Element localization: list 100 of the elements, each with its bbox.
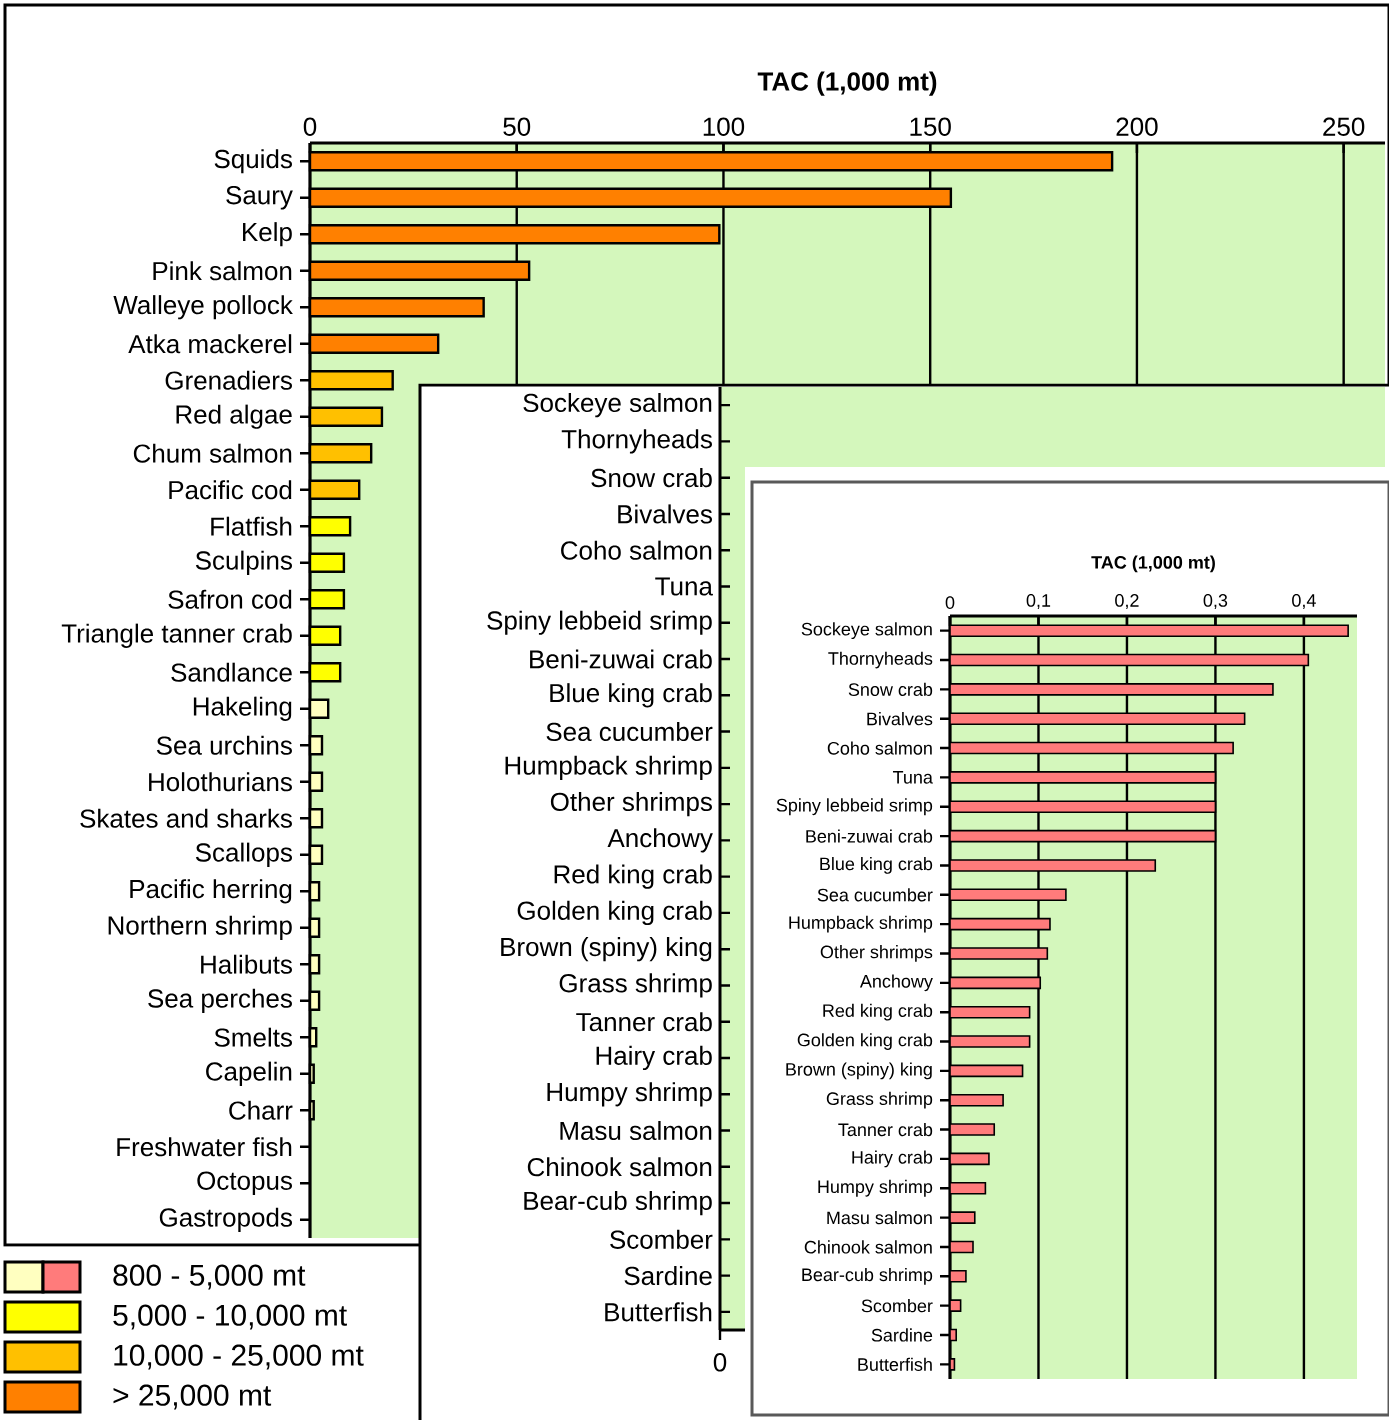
x-axis-title: TAC (1,000 mt) bbox=[757, 71, 937, 96]
category-label: Tuna bbox=[655, 577, 713, 596]
category-label: Red king crab bbox=[554, 864, 712, 889]
y-tick-label: Hairy crab bbox=[852, 1150, 933, 1168]
category-label: Brown (spiny) king bbox=[501, 937, 712, 962]
legend-label: 10,000 - 25,000 mt bbox=[114, 1344, 364, 1370]
category-label: Blue king crab bbox=[550, 683, 712, 708]
y-tick-label: Saury bbox=[226, 185, 293, 210]
y-tick-label: Sea perches bbox=[148, 988, 292, 1013]
y-tick-label: Coho salmon bbox=[827, 741, 932, 755]
category-label: Bivalves bbox=[618, 504, 712, 524]
category-label: Spiny lebbeid srimp bbox=[487, 610, 712, 635]
category-label: Beni-zuwai crab bbox=[530, 649, 712, 669]
category-label: Other shrimps bbox=[550, 791, 712, 817]
legend-label: > 25,000 mt bbox=[113, 1384, 272, 1410]
x-tick-label: 0 bbox=[303, 117, 317, 136]
category-label: Bear-cub shrimp bbox=[524, 1190, 712, 1216]
y-tick-label: Butterfish bbox=[858, 1357, 932, 1371]
y-tick-label: Red king crab bbox=[823, 1003, 933, 1021]
y-tick-label: Northern shrimp bbox=[108, 915, 292, 940]
y-tick-label: Grenadiers bbox=[165, 370, 292, 390]
legend-label: 800 - 5,000 mt bbox=[113, 1264, 306, 1290]
category-label: Grass shrimp bbox=[559, 973, 712, 998]
y-tick-label: Bivalves bbox=[867, 712, 933, 726]
x-tick-label: 150 bbox=[910, 117, 951, 136]
category-label: Butterfish bbox=[605, 1302, 712, 1322]
category-label: Coho salmon bbox=[561, 540, 712, 560]
category-label: Chinook salmon bbox=[527, 1157, 712, 1177]
category-label: Scomber bbox=[610, 1229, 713, 1249]
y-tick-label: Skates and sharks bbox=[80, 808, 292, 828]
y-tick-label: Snow crab bbox=[848, 682, 933, 696]
x-tick-label: 0,3 bbox=[1203, 594, 1228, 609]
y-tick-label: Sea urchins bbox=[156, 735, 292, 755]
y-tick-label: Pacific herring bbox=[130, 879, 292, 904]
x-tick-label: 50 bbox=[503, 117, 531, 136]
x-tick-label: 100 bbox=[703, 117, 745, 136]
category-label: Snow crab bbox=[591, 468, 712, 488]
y-tick-label: Sea cucumber bbox=[817, 888, 933, 902]
y-tick-label: Spiny lebbeid srimp bbox=[776, 798, 933, 816]
y-tick-label: Hakeling bbox=[193, 696, 292, 721]
x-tick-label: 0,1 bbox=[1026, 594, 1051, 609]
category-label: Sockeye salmon bbox=[523, 393, 712, 418]
x-axis-title: TAC (1,000 mt) bbox=[1091, 555, 1215, 573]
y-tick-label: Walleye pollock bbox=[113, 295, 293, 320]
y-tick-label: Brown (spiny) king bbox=[786, 1062, 932, 1080]
y-tick-label: Sandlance bbox=[171, 662, 292, 682]
x-tick-label: 0,4 bbox=[1292, 594, 1316, 609]
y-tick-label: Sculpins bbox=[195, 550, 292, 575]
y-tick-label: Safron cod bbox=[168, 589, 292, 609]
y-tick-label: Holothurians bbox=[149, 772, 292, 792]
category-label: Hairy crab bbox=[596, 1045, 712, 1071]
y-tick-label: Tanner crab bbox=[838, 1122, 933, 1137]
y-tick-label: Masu salmon bbox=[827, 1210, 932, 1225]
y-tick-label: Scomber bbox=[861, 1299, 933, 1313]
y-tick-label: Kelp bbox=[243, 222, 292, 247]
category-label: Tanner crab bbox=[576, 1012, 712, 1032]
y-tick-label: Sockeye salmon bbox=[801, 622, 932, 640]
y-tick-label: Flatfish bbox=[211, 516, 292, 536]
category-label: Masu salmon bbox=[560, 1120, 712, 1141]
category-label: Humpback shrimp bbox=[505, 755, 712, 780]
y-tick-label: Triangle tanner crab bbox=[61, 623, 292, 648]
y-tick-label: Pacific cod bbox=[169, 480, 292, 500]
y-tick-label: Sardine bbox=[871, 1328, 933, 1342]
y-tick-label: Tuna bbox=[892, 771, 933, 784]
y-tick-label: Humpy shrimp bbox=[818, 1179, 933, 1197]
category-label: Golden king crab bbox=[517, 900, 712, 926]
category-label: Anchowy bbox=[607, 828, 713, 853]
x-tick-label: 250 bbox=[1323, 117, 1365, 136]
y-tick-label: Scallops bbox=[195, 842, 292, 867]
x-tick-label: 0 bbox=[945, 596, 955, 609]
y-tick-label: Squids bbox=[214, 149, 292, 174]
y-tick-label: Smelts bbox=[214, 1027, 292, 1047]
category-label: Thornyheads bbox=[561, 429, 712, 454]
y-tick-label: Humpback shrimp bbox=[789, 915, 933, 933]
legend-label: 5,000 - 10,000 mt bbox=[113, 1304, 347, 1330]
y-tick-label: Bear-cub shrimp bbox=[802, 1267, 933, 1285]
y-tick-label: Thornyheads bbox=[828, 651, 933, 669]
category-label: Sardine bbox=[624, 1266, 712, 1286]
y-tick-label: Halibuts bbox=[201, 954, 292, 974]
y-tick-label: Freshwater fish bbox=[117, 1137, 292, 1157]
x-tick-label: 0,2 bbox=[1115, 594, 1139, 609]
y-tick-label: Gastropods bbox=[159, 1207, 292, 1232]
y-tick-label: Charr bbox=[229, 1100, 293, 1120]
category-label: Sea cucumber bbox=[546, 722, 713, 742]
y-tick-label: Blue king crab bbox=[820, 857, 933, 874]
y-tick-label: Beni-zuwai crab bbox=[806, 829, 933, 843]
y-tick-label: Chinook salmon bbox=[804, 1240, 932, 1254]
x-tick-label: 200 bbox=[1116, 117, 1158, 136]
text: 0 bbox=[713, 1353, 727, 1372]
y-tick-label: Anchowy bbox=[859, 974, 933, 992]
y-tick-label: Grass shrimp bbox=[826, 1091, 933, 1109]
y-tick-label: Red algae bbox=[176, 404, 292, 429]
y-tick-label: Pink salmon bbox=[153, 261, 292, 281]
y-tick-label: Octopus bbox=[197, 1171, 292, 1196]
y-tick-label: Golden king crab bbox=[797, 1033, 933, 1050]
y-tick-label: Other shrimps bbox=[820, 945, 933, 962]
y-tick-label: Capelin bbox=[206, 1061, 292, 1086]
category-label: Humpy shrimp bbox=[547, 1082, 712, 1107]
y-tick-label: Chum salmon bbox=[133, 443, 292, 463]
y-tick-label: Atka mackerel bbox=[128, 334, 292, 354]
